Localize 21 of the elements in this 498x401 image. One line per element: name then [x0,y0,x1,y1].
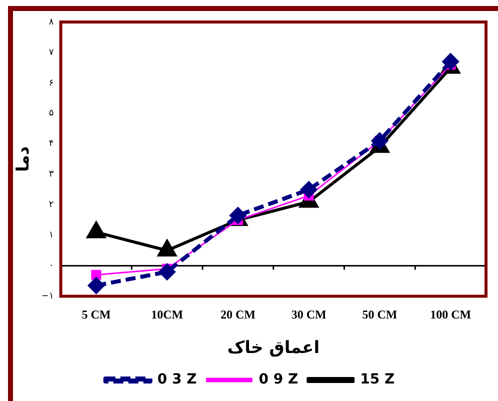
x-tick-label: 100 CM [430,307,472,322]
y-tick-label: ۲ [48,200,54,210]
y-tick-label: ۸ [48,17,54,28]
legend-label: 0 3 Z [157,372,197,388]
legend-label: 15 Z [360,372,395,388]
x-tick-label: 20 CM [220,307,256,322]
y-tick-label: ۰ [48,261,54,272]
y-tick-label: ۴ [48,139,54,150]
y-tick-label: ۱ [48,230,54,241]
y-tick-label: ۳ [48,170,54,180]
y-tick-label: ۵ [48,108,54,119]
x-tick-label: 30 CM [291,307,326,322]
y-axis-title: دما [14,146,34,172]
y-tick-label: ۷ [48,48,54,58]
x-tick-label: 10CM [151,307,184,322]
legend-label: 0 9 Z [258,372,298,388]
y-tick-label: ۶ [48,78,54,88]
y-tick-label: −۱ [41,292,54,302]
x-tick-label: 50 CM [362,307,398,322]
x-axis-title: اعماق خاک [227,338,320,358]
x-tick-label: 5 CM [82,307,111,322]
